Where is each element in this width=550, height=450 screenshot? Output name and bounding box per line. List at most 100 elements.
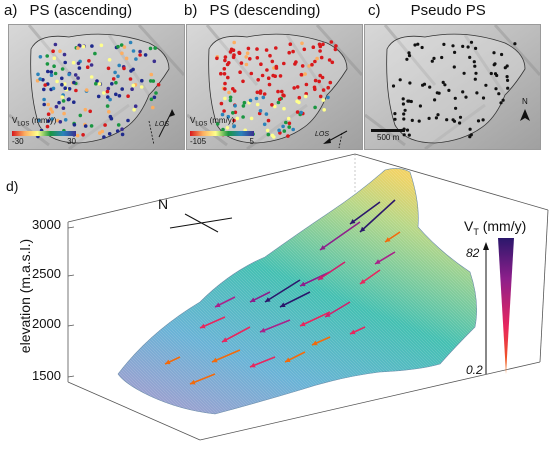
ps-point <box>116 123 121 127</box>
ps-point <box>50 110 55 114</box>
pseudo-ps-point <box>422 82 427 86</box>
ps-point <box>90 44 94 48</box>
pseudo-ps-point <box>503 66 507 70</box>
ps-point <box>143 53 148 57</box>
pseudo-ps-point <box>432 56 436 60</box>
pseudo-ps-point <box>441 80 445 84</box>
velocity-arrowhead-icon <box>350 219 356 224</box>
ps-point <box>264 112 269 116</box>
ps-point <box>270 103 274 107</box>
ps-point <box>244 55 248 59</box>
pseudo-ps-point <box>433 98 437 102</box>
ps-point <box>74 88 78 93</box>
ps-point <box>245 51 250 55</box>
panel-b-title-text: PS (descending) <box>209 2 321 19</box>
ps-point <box>110 82 114 86</box>
ps-point <box>52 64 56 68</box>
north-text: N <box>522 97 528 106</box>
ps-point <box>225 62 230 67</box>
ps-point <box>239 61 244 65</box>
ps-point <box>260 73 265 78</box>
cbar-a-sub: LOS <box>17 122 30 128</box>
ps-point <box>72 123 77 127</box>
velocity-arrowhead-icon <box>250 297 256 302</box>
ps-point <box>318 44 323 49</box>
pseudo-ps-point <box>410 118 414 122</box>
ps-point <box>73 73 78 77</box>
vt-label-v: V <box>464 218 474 234</box>
ps-point <box>54 104 59 109</box>
ps-point <box>228 95 233 100</box>
pseudo-ps-point <box>468 127 472 131</box>
pseudo-ps-point <box>453 50 457 54</box>
pseudo-ps-point <box>408 81 412 85</box>
ps-points <box>215 40 338 139</box>
cbar-b-max: 5 <box>249 137 254 146</box>
ps-point <box>52 56 57 60</box>
ps-point <box>76 61 81 66</box>
pseudo-ps-point <box>434 116 438 120</box>
ps-point <box>238 70 242 74</box>
ps-point <box>106 95 110 99</box>
ps-point <box>128 77 133 81</box>
ps-point <box>107 110 111 114</box>
ps-point <box>220 112 225 117</box>
pseudo-ps-point <box>462 71 466 75</box>
ps-point <box>111 77 116 81</box>
ps-point <box>231 87 235 91</box>
ps-point <box>140 78 144 83</box>
ps-point <box>72 80 76 85</box>
pseudo-ps-points <box>391 40 517 139</box>
ps-point <box>120 51 124 56</box>
ps-point <box>128 40 133 45</box>
ps-point <box>102 135 106 139</box>
velocity-arrowhead-icon <box>300 281 306 287</box>
velocity-vector <box>279 291 311 308</box>
pseudo-ps-point <box>474 46 478 50</box>
bounding-box <box>67 153 549 441</box>
ps-point <box>317 79 321 84</box>
pseudo-ps-point <box>495 73 499 78</box>
ps-point <box>81 133 85 137</box>
ps-point <box>258 91 263 95</box>
pseudo-ps-point <box>501 98 505 102</box>
ps-point <box>63 118 68 122</box>
ps-point <box>215 56 219 61</box>
ps-point <box>249 71 254 76</box>
cbar-a-label: V <box>12 116 18 126</box>
terrain-mesh <box>118 168 477 414</box>
velocity-arrowhead-icon <box>215 302 221 307</box>
cbar-a-gradient <box>12 131 76 136</box>
ps-point <box>62 111 66 116</box>
ps-point <box>257 111 262 116</box>
ps-point <box>248 57 252 61</box>
ps-point <box>295 99 299 104</box>
ps-point <box>288 42 293 46</box>
ps-point <box>138 49 142 54</box>
ps-point <box>77 66 82 70</box>
ps-point <box>249 116 254 121</box>
ps-point <box>89 75 94 79</box>
ps-point <box>53 71 58 76</box>
ps-point <box>286 134 290 138</box>
ps-point <box>280 89 284 94</box>
ylabel-text: elevation (m.a.s.l.) <box>17 238 33 354</box>
ps-point <box>268 53 272 58</box>
ps-point <box>265 128 270 133</box>
ps-point <box>93 51 97 56</box>
velocity-vector <box>349 201 381 225</box>
ps-point <box>259 62 263 66</box>
ps-point <box>322 108 326 112</box>
ps-point <box>45 124 50 129</box>
ps-point <box>303 72 307 76</box>
pseudo-ps-point <box>402 133 406 137</box>
ps-point <box>330 60 335 65</box>
pseudo-ps-point <box>453 96 457 100</box>
pseudo-ps-point <box>393 112 397 116</box>
ps-point <box>42 87 46 92</box>
velocity-arrowhead-icon <box>375 259 381 264</box>
pseudo-ps-point <box>407 51 411 55</box>
ps-point <box>284 120 288 125</box>
ps-point <box>58 49 62 53</box>
velocity-vector <box>359 199 396 233</box>
